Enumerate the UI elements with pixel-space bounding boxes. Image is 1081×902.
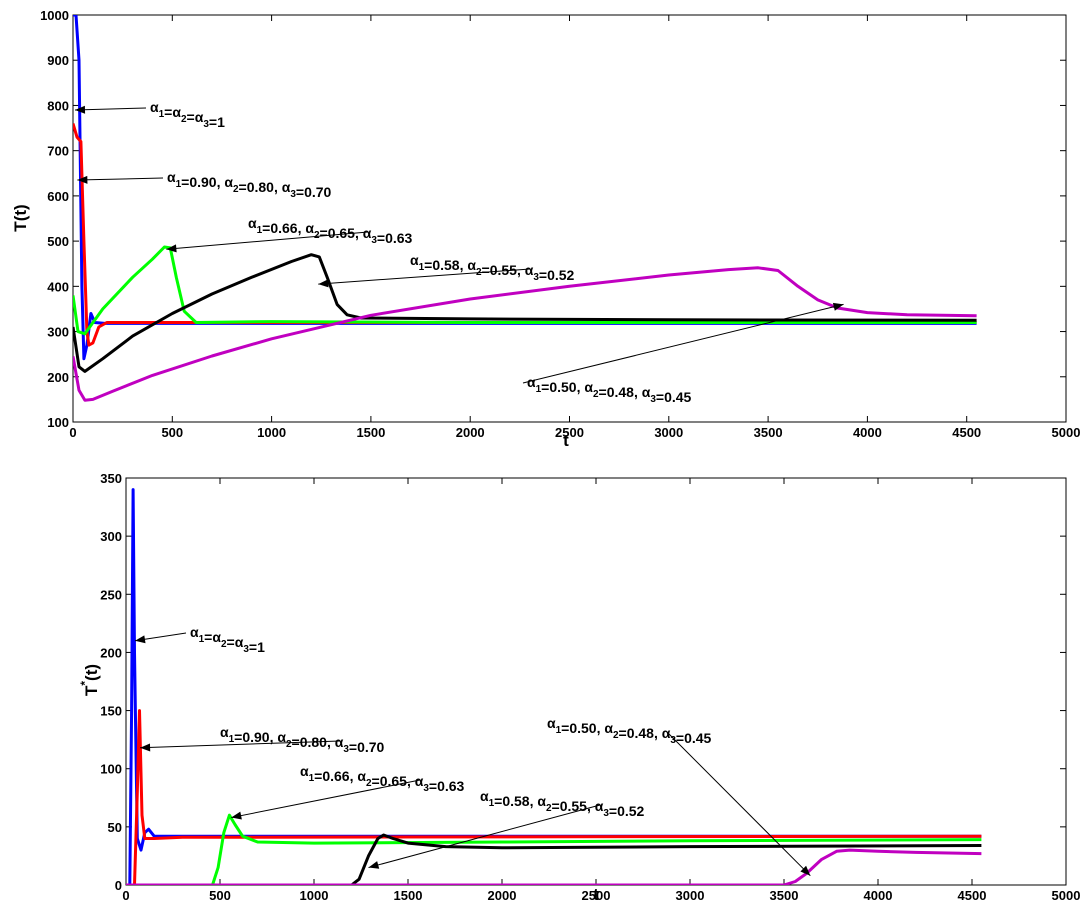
annotation-arrowhead (231, 811, 242, 820)
series-line-3 (126, 813, 982, 885)
annotation-label: α1=0.90, α2=0.80, α3=0.70 (167, 169, 332, 200)
top-y-ticks: 100 200 300 400 500 600 700 800 900 1000 (40, 8, 1066, 430)
x-tick-label: 4000 (853, 425, 882, 440)
x-tick-label: 2500 (582, 888, 611, 902)
x-tick-label: 2000 (488, 888, 517, 902)
top-y-axis-label: T(t) (11, 204, 30, 231)
x-tick-label: 500 (161, 425, 183, 440)
annotation-arrowhead (140, 743, 151, 752)
y-tick-label: 200 (47, 370, 69, 385)
annotation-arrow (231, 779, 421, 819)
annotation-arrow (522, 303, 844, 384)
top-x-ticks: 0 500 1000 1500 2000 2500 3000 3500 4000 4500 5000 (69, 15, 1080, 440)
annotation-arrowhead (800, 865, 811, 876)
y-tick-label: 100 (47, 415, 69, 430)
y-tick-label: 0 (115, 878, 122, 893)
y-tick-label: 200 (100, 645, 122, 660)
annotation-label: α1=0.66, α2=0.65, α3=0.63 (300, 763, 465, 794)
series-line-1 (126, 488, 982, 885)
top-panel: 0 500 1000 1500 2000 2500 3000 3500 4000 4500 5000… (11, 8, 1080, 450)
y-tick-label: 600 (47, 189, 69, 204)
top-series-group (73, 15, 977, 402)
y-tick-label: 250 (100, 587, 122, 602)
y-tick-label: 100 (100, 762, 122, 777)
annotation-arrowhead (166, 244, 177, 253)
x-tick-label: 1500 (356, 425, 385, 440)
y-tick-label: 400 (47, 279, 69, 294)
x-tick-label: 0 (69, 425, 76, 440)
x-tick-label: 1000 (300, 888, 329, 902)
bottom-plot-frame (125, 477, 1067, 886)
series-line-4 (73, 253, 977, 373)
series-line-3 (73, 245, 977, 336)
annotation-arrow (166, 231, 369, 250)
annotation-arrow (140, 740, 341, 749)
x-tick-label: 5000 (1052, 888, 1081, 902)
annotation-label: α1=0.50, α2=0.48, α3=0.45 (547, 715, 712, 746)
x-tick-label: 3000 (676, 888, 705, 902)
x-tick-label: 3000 (654, 425, 683, 440)
x-tick-label: 4500 (952, 425, 981, 440)
annotation-arrow (77, 177, 164, 181)
bottom-x-ticks: 0 500 1000 1500 2000 2500 3000 3500 4000 4500 5000 (122, 478, 1080, 902)
annotation-label: α1=α2=α3=1 (190, 624, 265, 655)
annotation-arrow (666, 731, 811, 877)
annotation-arrowhead (318, 279, 329, 288)
series-line-2 (126, 709, 982, 885)
top-plot-frame (72, 14, 1067, 423)
y-tick-label: 150 (100, 704, 122, 719)
annotation-arrowhead (74, 105, 86, 114)
top-x-axis-label: t (563, 431, 569, 450)
y-tick-label: 1000 (40, 8, 69, 23)
bottom-y-axis-label: T*(t) (78, 664, 101, 696)
x-tick-label: 3500 (770, 888, 799, 902)
y-tick-label: 800 (47, 98, 69, 113)
series-line-5 (126, 848, 982, 885)
x-tick-label: 4000 (864, 888, 893, 902)
x-tick-label: 500 (209, 888, 231, 902)
top-annotations: α1=α2=α3=1 α1=0.90, α2=0.80, α3=0.70 α1=0.… (74, 99, 844, 405)
annotation-arrowhead (832, 302, 844, 311)
x-tick-label: 2500 (555, 425, 584, 440)
x-tick-label: 0 (122, 888, 129, 902)
y-tick-label: 300 (47, 325, 69, 340)
series-line-4 (126, 833, 982, 885)
bottom-panel: 0 500 1000 1500 2000 2500 3000 3500 4000 4500 5000… (78, 471, 1080, 902)
annotation-arrowhead (368, 861, 380, 869)
x-tick-label: 5000 (1052, 425, 1081, 440)
x-tick-label: 4500 (958, 888, 987, 902)
annotation-label: α1=0.58, α2=0.55, α3=0.52 (480, 788, 645, 819)
annotation-label: α1=0.66, α2=0.65, α3=0.63 (248, 215, 413, 246)
y-tick-label: 500 (47, 234, 69, 249)
bottom-x-axis-label: t (593, 885, 599, 902)
x-tick-label: 3500 (754, 425, 783, 440)
y-tick-label: 900 (47, 53, 69, 68)
series-line-2 (73, 123, 977, 347)
y-tick-label: 700 (47, 144, 69, 159)
annotation-arrowhead (135, 635, 146, 644)
annotation-arrow (318, 268, 531, 285)
bottom-series-group (126, 488, 982, 885)
annotation-arrow (74, 107, 147, 111)
bottom-annotations: α1=α2=α3=1α1=0.90, α2=0.80, α3=0.70α1=0.… (134, 624, 811, 877)
y-tick-label: 300 (100, 529, 122, 544)
annotation-arrowhead (77, 175, 88, 184)
series-line-5 (73, 266, 977, 402)
x-tick-label: 1500 (394, 888, 423, 902)
bottom-y-ticks: 0 50 100 150 200 250 300 350 (100, 471, 1066, 893)
x-tick-label: 2000 (456, 425, 485, 440)
y-tick-label: 350 (100, 471, 122, 486)
annotation-arrow (368, 804, 601, 869)
annotation-label: α1=α2=α3=1 (150, 99, 225, 130)
x-tick-label: 1000 (257, 425, 286, 440)
y-tick-label: 50 (108, 820, 122, 835)
annotation-label: α1=0.50, α2=0.48, α3=0.45 (527, 374, 692, 405)
